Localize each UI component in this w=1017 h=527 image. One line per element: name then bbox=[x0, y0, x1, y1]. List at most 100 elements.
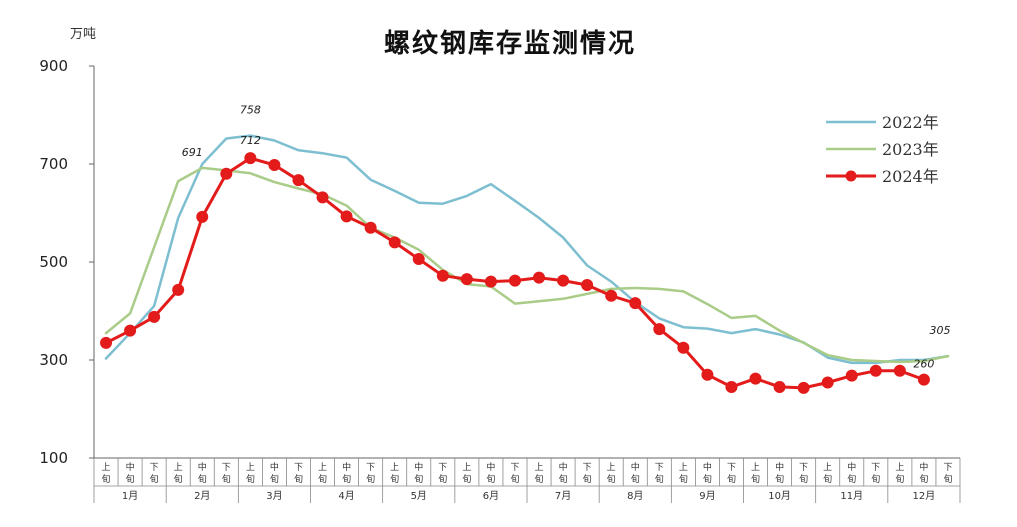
data-point bbox=[725, 380, 738, 393]
data-point bbox=[220, 167, 233, 180]
x-subperiod-label: 上旬 bbox=[174, 462, 183, 485]
x-subperiod-label: 中旬 bbox=[486, 461, 495, 485]
x-subperiod-label: 中旬 bbox=[919, 461, 928, 485]
data-point bbox=[581, 279, 594, 292]
data-point bbox=[436, 269, 449, 282]
data-point bbox=[172, 283, 185, 296]
series-2 bbox=[104, 166, 950, 364]
x-subperiod-label: 中旬 bbox=[342, 461, 351, 485]
x-subperiod-label: 下旬 bbox=[150, 463, 159, 485]
x-subperiod-label: 上旬 bbox=[535, 462, 544, 485]
data-point bbox=[533, 271, 546, 284]
x-subperiod-label: 中旬 bbox=[847, 461, 856, 485]
x-month-label: 12月 bbox=[913, 490, 936, 502]
series-layer bbox=[100, 134, 950, 394]
data-point bbox=[148, 310, 161, 323]
data-point bbox=[773, 380, 786, 393]
axes: 100300500700900上旬中旬下旬上旬中旬下旬上旬中旬下旬上旬中旬下旬上… bbox=[39, 57, 961, 503]
x-subperiod-label: 下旬 bbox=[943, 463, 952, 485]
annotations: 758 691 712 260 305 bbox=[182, 104, 951, 371]
series-line bbox=[104, 166, 950, 364]
data-point bbox=[196, 210, 209, 223]
x-subperiod-label: 下旬 bbox=[583, 463, 592, 485]
x-subperiod-label: 上旬 bbox=[751, 462, 760, 485]
legend: 2022年 2023年 2024年 bbox=[826, 113, 939, 186]
x-subperiod-label: 上旬 bbox=[462, 462, 471, 485]
data-point bbox=[677, 341, 690, 354]
data-point bbox=[268, 158, 281, 171]
legend-item: 2022年 bbox=[826, 113, 939, 132]
data-point bbox=[749, 372, 762, 385]
x-subperiod-label: 中旬 bbox=[414, 461, 423, 485]
legend-label: 2022年 bbox=[882, 113, 939, 132]
legend-item: 2024年 bbox=[826, 167, 939, 186]
legend-label: 2023年 bbox=[882, 140, 939, 159]
x-month-label: 2月 bbox=[194, 490, 210, 502]
x-subperiod-label: 中旬 bbox=[775, 461, 784, 485]
data-point bbox=[412, 253, 425, 266]
data-point bbox=[701, 368, 714, 381]
y-unit-label: 万吨 bbox=[70, 27, 96, 42]
x-subperiod-label: 下旬 bbox=[655, 463, 664, 485]
x-month-label: 11月 bbox=[840, 490, 863, 502]
data-point bbox=[124, 324, 137, 337]
data-point bbox=[484, 275, 497, 288]
x-subperiod-label: 中旬 bbox=[270, 461, 279, 485]
data-label: 305 bbox=[929, 324, 950, 337]
x-subperiod-label: 中旬 bbox=[631, 461, 640, 485]
x-month-label: 4月 bbox=[338, 490, 354, 502]
chart-title: 螺纹钢库存监测情况 bbox=[384, 28, 636, 59]
data-point bbox=[316, 191, 329, 204]
x-subperiod-label: 上旬 bbox=[318, 462, 327, 485]
x-subperiod-label: 中旬 bbox=[126, 461, 135, 485]
legend-label: 2024年 bbox=[882, 167, 939, 186]
x-subperiod-label: 下旬 bbox=[294, 463, 303, 485]
y-tick-label: 700 bbox=[39, 155, 68, 173]
data-label: 691 bbox=[182, 146, 203, 159]
x-subperiod-label: 中旬 bbox=[198, 461, 207, 485]
data-point bbox=[653, 323, 666, 336]
x-month-label: 6月 bbox=[483, 490, 499, 502]
data-point bbox=[340, 210, 353, 223]
data-point bbox=[893, 364, 906, 377]
legend-marker bbox=[845, 170, 857, 182]
data-point bbox=[460, 273, 473, 286]
x-subperiod-label: 下旬 bbox=[871, 463, 880, 485]
y-tick-label: 100 bbox=[39, 449, 68, 467]
data-label: 260 bbox=[913, 358, 934, 371]
data-point bbox=[845, 369, 858, 382]
x-subperiod-label: 下旬 bbox=[799, 463, 808, 485]
x-subperiod-label: 上旬 bbox=[607, 462, 616, 485]
data-label: 712 bbox=[240, 134, 261, 147]
x-month-label: 8月 bbox=[627, 490, 643, 502]
x-subperiod-label: 中旬 bbox=[703, 461, 712, 485]
data-point bbox=[100, 336, 113, 349]
x-subperiod-label: 下旬 bbox=[366, 463, 375, 485]
x-subperiod-label: 下旬 bbox=[510, 463, 519, 485]
x-subperiod-label: 上旬 bbox=[390, 462, 399, 485]
x-subperiod-label: 下旬 bbox=[222, 463, 231, 485]
data-label: 758 bbox=[240, 104, 261, 117]
data-point bbox=[388, 236, 401, 249]
y-tick-label: 900 bbox=[39, 57, 68, 75]
y-tick-label: 300 bbox=[39, 351, 68, 369]
y-tick-label: 500 bbox=[39, 253, 68, 271]
x-month-label: 3月 bbox=[266, 490, 282, 502]
data-point bbox=[797, 381, 810, 394]
data-point bbox=[821, 376, 834, 389]
legend-item: 2023年 bbox=[826, 140, 939, 159]
x-subperiod-label: 上旬 bbox=[102, 462, 111, 485]
x-month-label: 9月 bbox=[699, 490, 715, 502]
x-subperiod-label: 下旬 bbox=[438, 463, 447, 485]
series-3 bbox=[100, 152, 930, 394]
data-point bbox=[244, 152, 257, 165]
data-point bbox=[557, 274, 570, 287]
x-month-label: 1月 bbox=[122, 490, 138, 502]
series-line bbox=[104, 156, 926, 390]
x-subperiod-label: 上旬 bbox=[823, 462, 832, 485]
data-point bbox=[364, 221, 377, 234]
x-subperiod-label: 中旬 bbox=[559, 461, 568, 485]
data-point bbox=[605, 289, 618, 302]
x-subperiod-label: 上旬 bbox=[679, 462, 688, 485]
